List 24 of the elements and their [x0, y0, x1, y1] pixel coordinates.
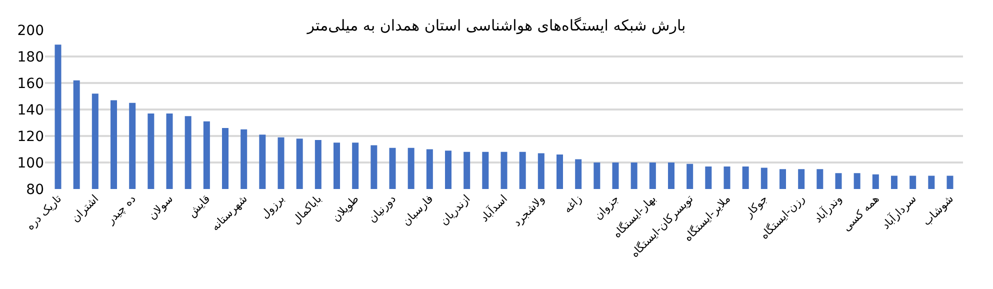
y-tick-label: 80 — [26, 182, 44, 198]
x-tick-label: ده چیدر — [103, 192, 138, 228]
x-tick-label: ولاشجرد — [510, 192, 548, 229]
x-tick-label: شوشاب — [920, 192, 956, 228]
x-tick-label: دورنیان — [366, 192, 399, 226]
y-tick-label: 140 — [17, 102, 44, 118]
x-tick-label: طویلان — [329, 192, 362, 224]
x-tick-label: اسدآباد — [477, 192, 510, 224]
y-tick-label: 160 — [17, 76, 44, 92]
chart-title: بارش شبکه ایستگاه‌های هواشناسی استان همدان به میلی‌متر — [306, 16, 686, 35]
x-tick-label: فارسبان — [400, 192, 436, 228]
y-tick-label: 120 — [17, 128, 44, 145]
x-tick-label: جزوان — [592, 192, 622, 222]
x-tick-label: ازندریان — [437, 192, 473, 228]
x-tick-label: سولان — [146, 192, 176, 222]
x-tick-label: اشتران — [68, 192, 102, 225]
x-tick-label: برزول — [258, 192, 288, 222]
x-tick-label: سردارآباد — [878, 192, 919, 232]
y-tick-label: 100 — [17, 155, 44, 172]
x-tick-label: وندرآباد — [810, 192, 844, 226]
x-tick-label: زاغه — [560, 192, 584, 216]
x-tick-label: باباکمال — [290, 192, 324, 227]
y-tick-label: 180 — [17, 49, 44, 66]
y-tick-label: 200 — [17, 22, 44, 39]
